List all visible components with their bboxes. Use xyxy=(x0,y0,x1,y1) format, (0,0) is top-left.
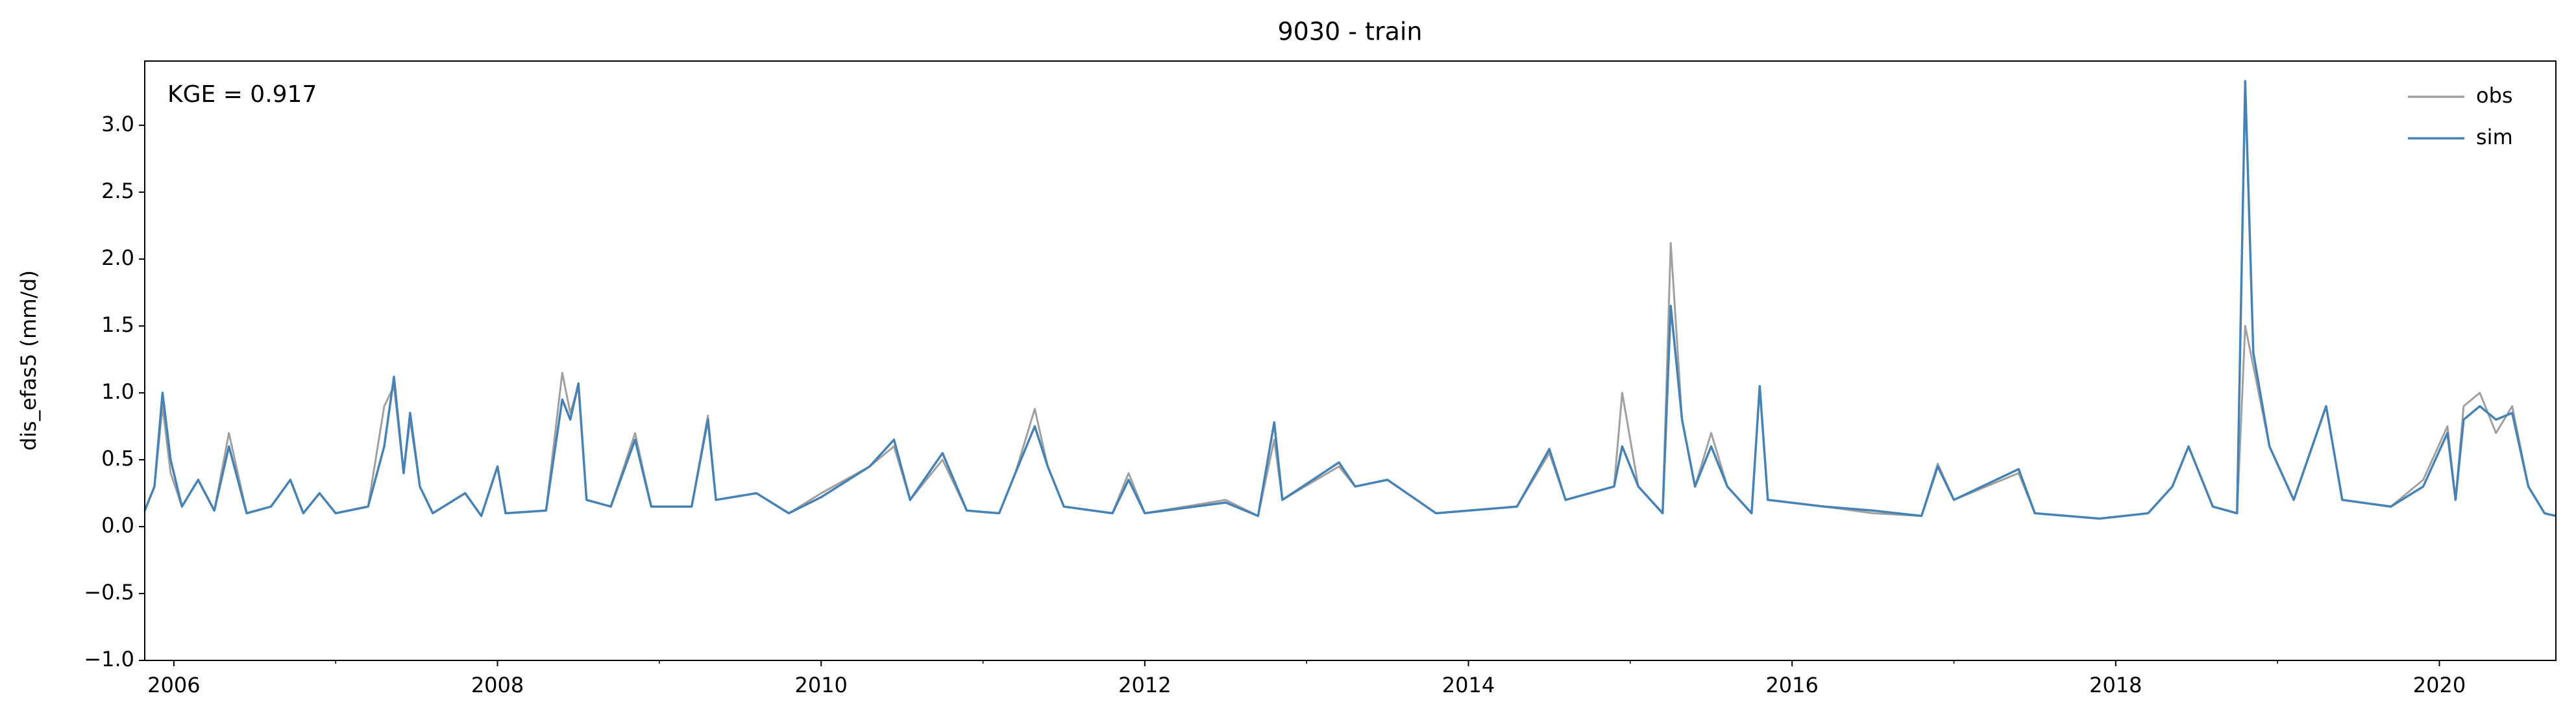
y-tick-label: 1.5 xyxy=(101,312,134,337)
x-tick-label: 2014 xyxy=(1442,673,1495,697)
y-tick-label: 2.0 xyxy=(101,245,134,270)
y-tick-label: 2.5 xyxy=(101,179,134,203)
legend-label: sim xyxy=(2476,125,2513,149)
plot-frame xyxy=(144,60,2557,661)
x-tick-label: 2006 xyxy=(147,673,200,697)
x-tick-label: 2020 xyxy=(2413,673,2466,697)
x-tick-label: 2012 xyxy=(1118,673,1171,697)
x-tick-label: 2008 xyxy=(471,673,524,697)
annotation: KGE = 0.917 xyxy=(167,81,317,108)
chart-title: 9030 - train xyxy=(1277,18,1422,46)
y-tick-label: 3.0 xyxy=(101,112,134,136)
x-tick-label: 2010 xyxy=(794,673,847,697)
x-tick-label: 2016 xyxy=(1765,673,1818,697)
y-tick-label: −0.5 xyxy=(84,580,134,605)
legend-label: obs xyxy=(2476,83,2513,108)
series-line xyxy=(143,80,2557,520)
y-tick-label: 0.5 xyxy=(101,446,134,471)
y-tick-label: 0.0 xyxy=(101,513,134,538)
x-tick-label: 2018 xyxy=(2089,673,2142,697)
y-tick-label: 1.0 xyxy=(101,379,134,404)
y-axis-label: dis_efas5 (mm/d) xyxy=(16,270,41,451)
y-tick-label: −1.0 xyxy=(84,647,134,671)
